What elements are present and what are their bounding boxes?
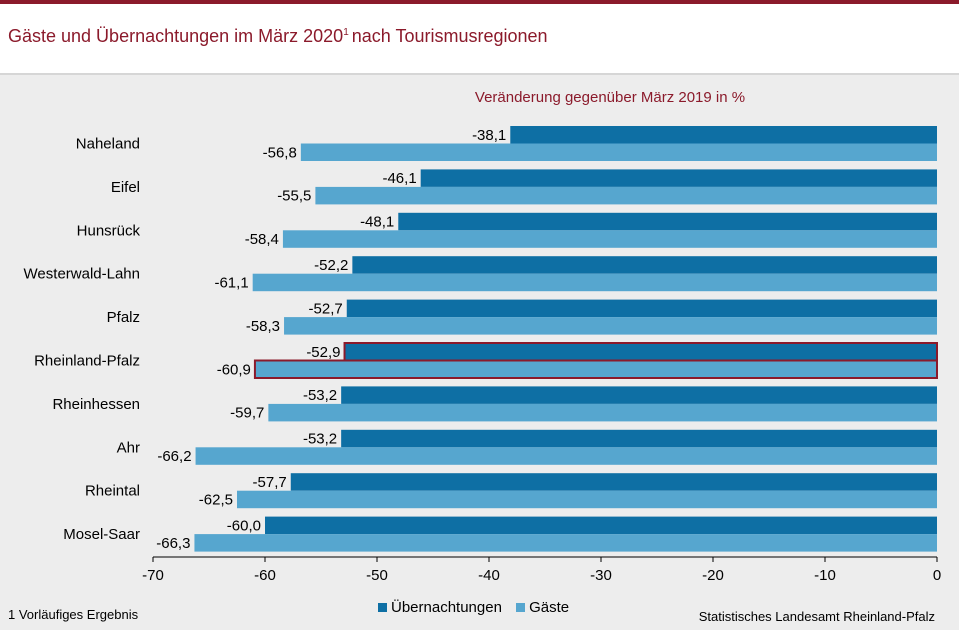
data-label-gaeste-rheinhessen: -59,7 xyxy=(230,405,264,422)
x-tick-label: 0 xyxy=(933,567,941,584)
data-label-gaeste-ahr: -66,2 xyxy=(157,448,191,465)
chart-subtitle: Veränderung gegenüber März 2019 in % xyxy=(474,89,746,106)
bar-uebernachtungen-ahr xyxy=(341,429,937,448)
category-label-rheinland-pfalz: Rheinland-Pfalz xyxy=(34,353,140,370)
data-label-uebernachtungen-rheinland-pfalz: -52,9 xyxy=(306,344,340,361)
data-label-gaeste-eifel: -55,5 xyxy=(277,188,311,205)
data-label-gaeste-rheintal: -62,5 xyxy=(199,491,233,508)
bar-uebernachtungen-naheland xyxy=(510,126,937,144)
bar-gaeste-naheland xyxy=(300,143,938,161)
footnote: 1 Vorläufiges Ergebnis xyxy=(8,607,139,622)
source-note: Statistisches Landesamt Rheinland-Pfalz xyxy=(698,609,935,624)
chart-legend: Übernachtungen Gäste xyxy=(378,599,579,616)
data-label-gaeste-pfalz: -58,3 xyxy=(246,318,280,335)
category-label-pfalz: Pfalz xyxy=(107,309,140,326)
category-label-ahr: Ahr xyxy=(117,439,140,456)
title-main: Gäste und Übernachtungen im März 2020 xyxy=(8,26,344,46)
legend-swatch-gaeste xyxy=(516,603,526,612)
category-label-eifel: Eifel xyxy=(111,179,140,196)
category-label-rheinhessen: Rheinhessen xyxy=(52,396,140,413)
bar-gaeste-rheinhessen xyxy=(268,403,937,422)
data-label-uebernachtungen-hunsr-ck: -48,1 xyxy=(360,214,394,231)
category-label-hunsr-ck: Hunsrück xyxy=(77,222,141,239)
bar-uebernachtungen-westerwald-lahn xyxy=(352,256,937,274)
x-tick-label: -20 xyxy=(702,567,724,584)
bar-uebernachtungen-rheintal xyxy=(290,473,937,491)
category-label-westerwald-lahn: Westerwald-Lahn xyxy=(24,266,140,283)
bar-gaeste-mosel-saar xyxy=(194,534,937,552)
legend-item-uebernachtungen: Übernachtungen xyxy=(378,599,502,616)
bar-gaeste-pfalz xyxy=(284,317,937,335)
data-label-uebernachtungen-naheland: -38,1 xyxy=(472,127,506,144)
x-tick-label: -70 xyxy=(142,567,164,584)
bar-gaeste-ahr xyxy=(195,447,937,465)
data-label-uebernachtungen-rheintal: -57,7 xyxy=(253,474,287,491)
bar-uebernachtungen-eifel xyxy=(420,169,937,187)
data-label-uebernachtungen-mosel-saar: -60,0 xyxy=(227,517,261,534)
legend-label-gaeste: Gäste xyxy=(529,599,570,616)
title-divider xyxy=(0,73,959,75)
x-tick-label: -10 xyxy=(814,567,836,584)
data-label-uebernachtungen-westerwald-lahn: -52,2 xyxy=(314,257,348,274)
bar-gaeste-westerwald-lahn xyxy=(252,273,937,292)
category-label-rheintal: Rheintal xyxy=(85,483,140,500)
bar-gaeste-rheintal xyxy=(237,490,937,509)
x-tick-label: -40 xyxy=(478,567,500,584)
category-label-naheland: Naheland xyxy=(76,136,140,153)
data-label-gaeste-naheland: -56,8 xyxy=(263,144,297,161)
bar-uebernachtungen-pfalz xyxy=(346,299,937,318)
legend-swatch-uebernachtungen xyxy=(378,603,387,612)
bar-uebernachtungen-hunsr-ck xyxy=(398,212,937,231)
top-accent-line xyxy=(0,0,959,4)
data-label-uebernachtungen-ahr: -53,2 xyxy=(303,431,337,448)
data-label-gaeste-hunsr-ck: -58,4 xyxy=(245,231,279,248)
category-label-mosel-saar: Mosel-Saar xyxy=(63,526,140,543)
data-label-gaeste-westerwald-lahn: -61,1 xyxy=(214,274,248,291)
title-footnote-mark: 1 xyxy=(343,27,349,38)
data-label-uebernachtungen-eifel: -46,1 xyxy=(382,170,416,187)
data-label-uebernachtungen-rheinhessen: -53,2 xyxy=(303,387,337,404)
bar-uebernachtungen-rheinland-pfalz xyxy=(343,342,938,362)
x-tick-label: -50 xyxy=(366,567,388,584)
x-tick-label: -30 xyxy=(590,567,612,584)
legend-item-gaeste: Gäste xyxy=(516,599,569,616)
bar-gaeste-rheinland-pfalz xyxy=(253,359,939,379)
title-suffix: nach Tourismusregionen xyxy=(351,26,548,46)
bar-gaeste-eifel xyxy=(315,186,937,205)
bar-gaeste-hunsr-ck xyxy=(282,230,937,248)
bar-uebernachtungen-rheinhessen xyxy=(341,386,937,404)
page-title: Gäste und Übernachtungen im März 20201 na… xyxy=(8,26,548,47)
data-label-gaeste-rheinland-pfalz: -60,9 xyxy=(217,361,251,378)
x-tick-label: -60 xyxy=(254,567,276,584)
legend-label-uebernachtungen: Übernachtungen xyxy=(391,599,502,616)
data-label-gaeste-mosel-saar: -66,3 xyxy=(156,535,190,552)
data-label-uebernachtungen-pfalz: -52,7 xyxy=(309,300,343,317)
bar-uebernachtungen-mosel-saar xyxy=(265,516,937,535)
